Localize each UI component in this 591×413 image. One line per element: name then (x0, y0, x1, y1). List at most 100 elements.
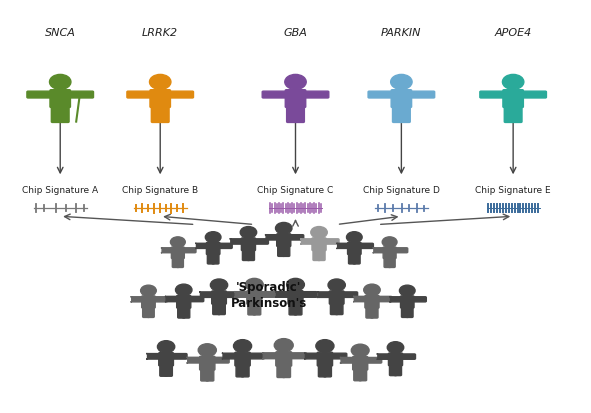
Circle shape (387, 342, 404, 354)
FancyBboxPatch shape (248, 354, 264, 359)
FancyBboxPatch shape (336, 244, 349, 249)
FancyBboxPatch shape (288, 235, 304, 240)
FancyBboxPatch shape (189, 297, 204, 302)
FancyBboxPatch shape (183, 307, 190, 318)
FancyBboxPatch shape (224, 292, 240, 298)
FancyBboxPatch shape (504, 107, 514, 123)
FancyBboxPatch shape (406, 307, 413, 318)
FancyBboxPatch shape (409, 92, 434, 99)
FancyBboxPatch shape (150, 90, 170, 108)
FancyBboxPatch shape (187, 357, 201, 363)
FancyBboxPatch shape (401, 296, 414, 309)
Text: 'Sporadic'
Parkinson's: 'Sporadic' Parkinson's (231, 280, 307, 309)
FancyBboxPatch shape (168, 92, 193, 99)
FancyBboxPatch shape (300, 239, 313, 244)
Text: Chip Signature A: Chip Signature A (22, 185, 98, 195)
Circle shape (316, 340, 334, 352)
FancyBboxPatch shape (384, 257, 391, 268)
FancyBboxPatch shape (177, 257, 183, 268)
FancyBboxPatch shape (165, 297, 178, 302)
FancyBboxPatch shape (318, 249, 325, 261)
FancyBboxPatch shape (401, 307, 408, 318)
FancyBboxPatch shape (282, 245, 290, 257)
FancyBboxPatch shape (480, 92, 505, 99)
FancyBboxPatch shape (160, 107, 169, 123)
FancyBboxPatch shape (317, 292, 330, 298)
FancyBboxPatch shape (147, 307, 154, 318)
FancyBboxPatch shape (50, 90, 70, 108)
FancyBboxPatch shape (365, 296, 379, 309)
FancyBboxPatch shape (201, 368, 209, 381)
Text: PARKIN: PARKIN (381, 28, 421, 38)
FancyBboxPatch shape (217, 303, 225, 315)
FancyBboxPatch shape (51, 107, 61, 123)
FancyBboxPatch shape (294, 107, 304, 123)
FancyBboxPatch shape (147, 354, 160, 359)
FancyBboxPatch shape (276, 352, 292, 366)
Circle shape (205, 232, 221, 243)
FancyBboxPatch shape (401, 107, 410, 123)
FancyBboxPatch shape (178, 307, 185, 318)
FancyBboxPatch shape (182, 248, 196, 253)
FancyBboxPatch shape (388, 353, 402, 366)
Circle shape (391, 75, 412, 90)
FancyBboxPatch shape (353, 253, 360, 264)
FancyBboxPatch shape (27, 92, 53, 99)
FancyBboxPatch shape (324, 239, 339, 244)
FancyBboxPatch shape (206, 368, 214, 381)
Circle shape (285, 75, 306, 90)
FancyBboxPatch shape (236, 365, 244, 377)
FancyBboxPatch shape (319, 365, 326, 377)
FancyBboxPatch shape (389, 364, 397, 376)
Circle shape (141, 285, 156, 297)
Circle shape (502, 75, 524, 90)
FancyBboxPatch shape (213, 303, 220, 315)
Circle shape (233, 340, 252, 352)
FancyBboxPatch shape (349, 253, 356, 264)
FancyBboxPatch shape (222, 354, 236, 359)
FancyBboxPatch shape (242, 249, 250, 261)
FancyBboxPatch shape (131, 297, 143, 302)
Text: APOE4: APOE4 (495, 28, 532, 38)
FancyBboxPatch shape (212, 253, 219, 264)
Circle shape (351, 344, 369, 357)
FancyBboxPatch shape (177, 296, 191, 309)
Circle shape (198, 344, 216, 356)
FancyBboxPatch shape (290, 353, 307, 359)
FancyBboxPatch shape (289, 303, 297, 315)
FancyBboxPatch shape (262, 92, 288, 99)
FancyBboxPatch shape (265, 235, 278, 240)
FancyBboxPatch shape (335, 303, 343, 315)
Circle shape (245, 279, 263, 291)
FancyBboxPatch shape (348, 243, 361, 255)
FancyBboxPatch shape (275, 292, 289, 298)
FancyBboxPatch shape (376, 297, 392, 302)
FancyBboxPatch shape (353, 297, 366, 302)
Circle shape (275, 223, 292, 235)
FancyBboxPatch shape (200, 356, 215, 370)
FancyBboxPatch shape (253, 303, 261, 315)
Circle shape (274, 339, 293, 352)
FancyBboxPatch shape (383, 247, 396, 259)
FancyBboxPatch shape (329, 291, 344, 304)
FancyBboxPatch shape (277, 365, 285, 377)
FancyBboxPatch shape (248, 303, 256, 315)
FancyBboxPatch shape (294, 303, 302, 315)
FancyBboxPatch shape (521, 92, 547, 99)
Circle shape (240, 227, 256, 238)
FancyBboxPatch shape (389, 297, 402, 302)
Text: Chip Signature E: Chip Signature E (475, 185, 551, 195)
FancyBboxPatch shape (159, 353, 173, 366)
FancyBboxPatch shape (376, 354, 389, 359)
FancyBboxPatch shape (277, 234, 291, 247)
FancyBboxPatch shape (213, 357, 229, 363)
FancyBboxPatch shape (206, 243, 220, 255)
Text: LRRK2: LRRK2 (142, 28, 178, 38)
FancyBboxPatch shape (230, 239, 242, 244)
FancyBboxPatch shape (212, 291, 226, 304)
FancyBboxPatch shape (373, 248, 384, 253)
FancyBboxPatch shape (247, 249, 255, 261)
FancyBboxPatch shape (127, 92, 152, 99)
Text: Chip Signature C: Chip Signature C (257, 185, 334, 195)
FancyBboxPatch shape (330, 354, 347, 359)
